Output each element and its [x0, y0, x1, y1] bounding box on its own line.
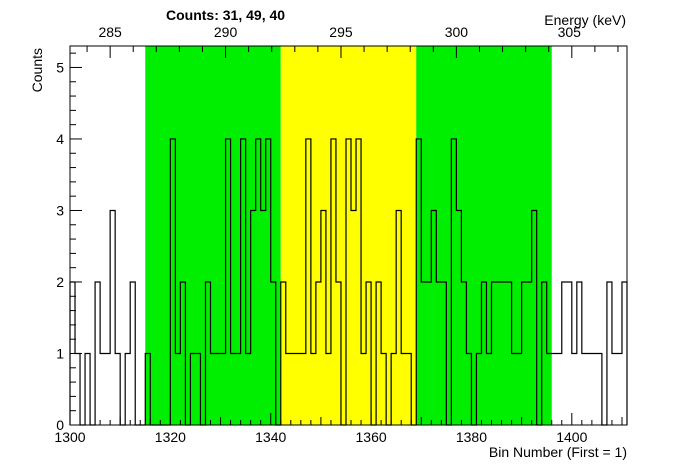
- x-tick-label: 1320: [155, 429, 186, 445]
- top-tick-label: 305: [558, 24, 582, 40]
- x-tick-label: 1340: [255, 429, 286, 445]
- plot-frame: [69, 45, 628, 426]
- top-axis-label: Energy (keV): [544, 12, 626, 28]
- y-tick-label: 1: [56, 345, 64, 361]
- x-tick-label: 1300: [54, 429, 85, 445]
- y-tick-label: 0: [56, 417, 64, 433]
- y-axis-label: Counts: [29, 48, 45, 92]
- top-tick-label: 290: [214, 24, 238, 40]
- region-3: [416, 46, 552, 425]
- x-axis-label: Bin Number (First = 1): [489, 444, 627, 460]
- y-tick-label: 4: [56, 131, 64, 147]
- top-tick-label: 300: [445, 24, 469, 40]
- y-tick-label: 2: [56, 274, 64, 290]
- y-tick-label: 5: [56, 59, 64, 75]
- region-2: [280, 46, 417, 425]
- x-tick-label: 1380: [456, 429, 487, 445]
- top-tick-label: 295: [329, 24, 353, 40]
- top-tick-label: 285: [98, 24, 122, 40]
- tick-labels: 1300 1320 1340 1360 1380 1400 0 1 2 3 4 5 285 290 295 3…: [54, 24, 587, 445]
- highlight-regions: [145, 46, 552, 425]
- x-tick-label: 1400: [556, 429, 587, 445]
- y-tick-label: 3: [56, 202, 64, 218]
- chart-title: Counts: 31, 49, 40: [166, 7, 285, 23]
- axis-ticks: [69, 46, 623, 426]
- region-1: [145, 46, 281, 425]
- x-tick-label: 1360: [356, 429, 387, 445]
